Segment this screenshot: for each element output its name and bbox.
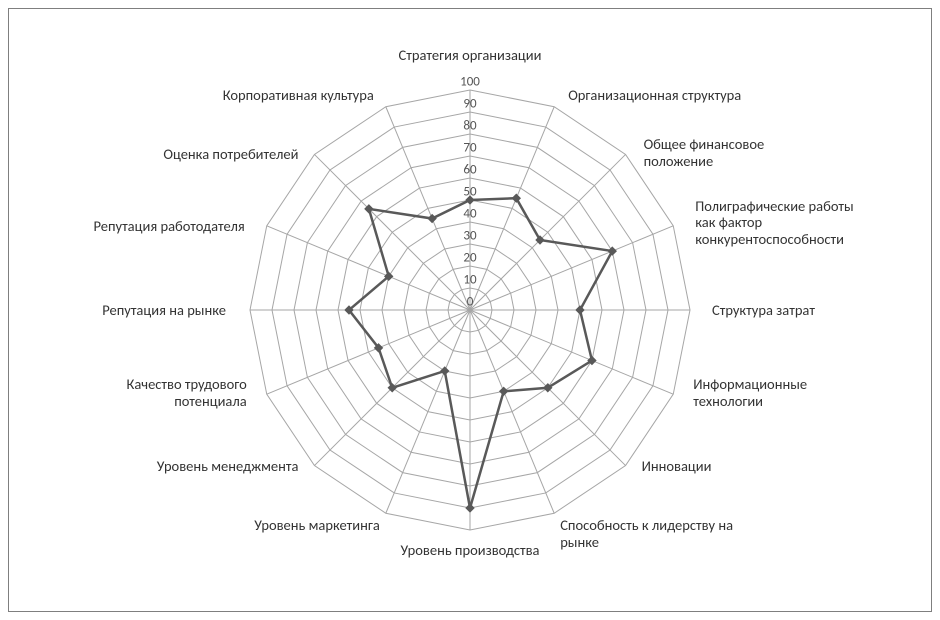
tick-label: 10 bbox=[463, 273, 476, 288]
axis-label: Репутация работодателя bbox=[35, 218, 245, 235]
tick-label: 40 bbox=[463, 207, 476, 222]
tick-label: 20 bbox=[463, 251, 476, 266]
axis-label: Общее финансовое положение bbox=[644, 136, 844, 169]
axis-label: Стратегия организации bbox=[370, 47, 570, 64]
axis-label: Полиграфические работы как фактор конкур… bbox=[695, 198, 915, 248]
axis-label: Организационная структура bbox=[568, 87, 788, 104]
axis-label: Уровень маркетинга bbox=[180, 517, 380, 534]
axis-label: Информационные технологии bbox=[693, 376, 873, 409]
tick-label: 70 bbox=[463, 141, 476, 156]
axis-label: Корпоративная культура bbox=[164, 87, 374, 104]
tick-label: 30 bbox=[463, 229, 476, 244]
axis-label: Структура затрат bbox=[712, 302, 892, 319]
axis-label: Уровень производства bbox=[360, 542, 580, 559]
tick-label: 80 bbox=[463, 119, 476, 134]
tick-label: 90 bbox=[463, 97, 476, 112]
tick-label: 60 bbox=[463, 163, 476, 178]
tick-label: 50 bbox=[463, 185, 476, 200]
axis-label: Качество трудового потенциала bbox=[67, 376, 247, 409]
tick-label: 0 bbox=[467, 295, 474, 310]
axis-label: Уровень менеджмента bbox=[98, 458, 298, 475]
axis-label: Способность к лидерству на рынке bbox=[560, 517, 790, 550]
axis-label: Оценка потребителей bbox=[98, 146, 298, 163]
axis-label: Инновации bbox=[642, 458, 802, 475]
axis-label: Репутация на рынке bbox=[46, 302, 226, 319]
tick-label: 100 bbox=[460, 75, 480, 90]
